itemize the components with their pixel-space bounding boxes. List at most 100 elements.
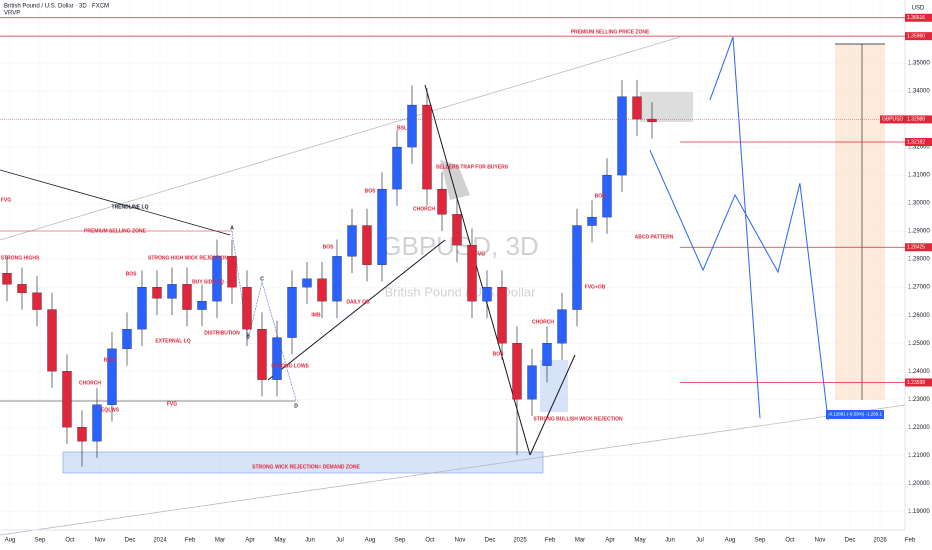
last-price-bg xyxy=(905,115,932,124)
annotation: BOS xyxy=(365,188,377,194)
price-label-bg xyxy=(905,13,932,22)
price-label-bg xyxy=(905,32,932,41)
price-line-label: 1.36616 xyxy=(907,15,925,21)
y-tick-label: 1.19000 xyxy=(908,509,930,515)
annotation: STRONG BULLISH WICK REJECTION xyxy=(533,416,623,422)
x-tick-label: Sep xyxy=(35,538,46,544)
x-tick-label: Aug xyxy=(365,538,376,544)
annotation: FVG+OB xyxy=(585,284,606,290)
annotation: BSL xyxy=(397,125,407,131)
annotation: ABCD PATTERN xyxy=(635,234,674,240)
candle-body xyxy=(392,146,402,190)
y-tick-label: 1.20000 xyxy=(908,481,930,487)
x-tick-label: Aug xyxy=(725,538,736,544)
supply-box xyxy=(640,92,693,122)
x-tick-label: Nov xyxy=(95,538,106,544)
annotation: FVG xyxy=(167,401,177,407)
chart-title: British Pound / U.S. Dollar · 3D · FXCM xyxy=(4,4,109,10)
symbol-bg xyxy=(880,115,905,124)
x-tick-label: Oct xyxy=(785,538,795,544)
annotation: EQLWS xyxy=(101,407,120,413)
x-tick-label: May xyxy=(634,538,645,544)
annotation: EXTERNAL LQ xyxy=(155,338,190,344)
candle-body xyxy=(557,309,567,344)
projection-box xyxy=(835,44,885,400)
price-line-label: 1.32182 xyxy=(907,139,925,145)
y-tick-label: 1.26000 xyxy=(908,313,930,319)
y-tick-label: 1.23000 xyxy=(908,397,930,403)
y-tick-label: 1.29000 xyxy=(908,229,930,235)
annotation: STRONG HIGH WICK REJECTION xyxy=(148,255,228,261)
trendline xyxy=(0,169,231,236)
y-tick-label: 1.30000 xyxy=(908,201,930,207)
y-tick-label: 1.25000 xyxy=(908,341,930,347)
candle-body xyxy=(377,188,387,265)
x-tick-label: Dec xyxy=(125,538,136,544)
candle-body xyxy=(497,287,507,344)
candle-body xyxy=(137,287,147,330)
x-tick-label: 2025 xyxy=(513,538,527,544)
annotation: CHORCH xyxy=(79,380,101,386)
annotation: IMB xyxy=(311,312,321,318)
price-label-bg xyxy=(905,378,932,387)
demand-zone xyxy=(62,451,544,474)
candle-body xyxy=(152,287,162,299)
price-line-label: 1.23598 xyxy=(907,380,925,386)
annotation: BOS xyxy=(104,357,116,363)
watermark-subtitle: British Pound / U.S. Dollar xyxy=(384,284,536,299)
annotation: BUY SIDE LQ xyxy=(192,279,224,285)
candle-body xyxy=(107,348,117,405)
last-price-label: 1.32988 xyxy=(907,117,925,123)
candle-body xyxy=(407,104,417,148)
candle-body xyxy=(422,104,432,190)
candle-body xyxy=(632,96,642,120)
x-tick-label: 2026 xyxy=(873,538,887,544)
x-tick-label: Feb xyxy=(185,538,196,544)
channel-bottom xyxy=(0,404,906,536)
price-label-bg xyxy=(905,243,932,252)
annotation: STRONG HIGHS xyxy=(1,255,40,261)
drawings xyxy=(0,0,906,536)
candle-body xyxy=(272,337,282,380)
candle-body xyxy=(587,216,597,226)
x-tick-label: 2024 xyxy=(153,538,167,544)
projection-path xyxy=(709,36,761,419)
annotation: A xyxy=(230,225,234,231)
candle-body xyxy=(257,329,267,380)
measure-bg xyxy=(826,410,884,419)
x-tick-label: Mar xyxy=(575,538,585,544)
annotation: TRENDLINE LQ xyxy=(112,204,149,210)
annotation: DISTRIBUTION xyxy=(204,330,240,336)
candle-body xyxy=(542,343,552,366)
trap-zone xyxy=(440,160,470,200)
candle-body xyxy=(452,214,462,246)
candle-body xyxy=(302,278,312,288)
annotation: C xyxy=(260,276,264,282)
x-tick-label: Oct xyxy=(65,538,75,544)
x-tick-label: Nov xyxy=(455,538,466,544)
wick-zone xyxy=(540,360,568,412)
y-tick-label: 1.27000 xyxy=(908,285,930,291)
candle-body xyxy=(602,174,612,218)
symbol-label: GBPUSD xyxy=(882,117,904,123)
candle-body xyxy=(482,287,492,302)
annotation: PREMIUM SELLING ZONE xyxy=(84,228,147,234)
price-line-label: 1.28425 xyxy=(907,245,925,251)
candle-body xyxy=(167,284,177,299)
candle-body xyxy=(362,225,372,265)
candle-body xyxy=(2,273,12,285)
x-tick-label: Jun xyxy=(665,538,675,544)
x-tick-label: Apr xyxy=(605,538,614,544)
currency-label: USD xyxy=(912,6,925,12)
candle-body xyxy=(572,225,582,310)
price-line-label: 1.35960 xyxy=(907,33,925,39)
y-tick-label: 1.24000 xyxy=(908,369,930,375)
trendline xyxy=(267,239,446,381)
y-tick-label: 1.28000 xyxy=(908,257,930,263)
x-tick-label: Jul xyxy=(336,538,344,544)
candle-body xyxy=(122,329,132,349)
x-tick-label: Sep xyxy=(755,538,766,544)
trendline xyxy=(529,354,576,456)
annotation: BOS xyxy=(323,244,335,250)
